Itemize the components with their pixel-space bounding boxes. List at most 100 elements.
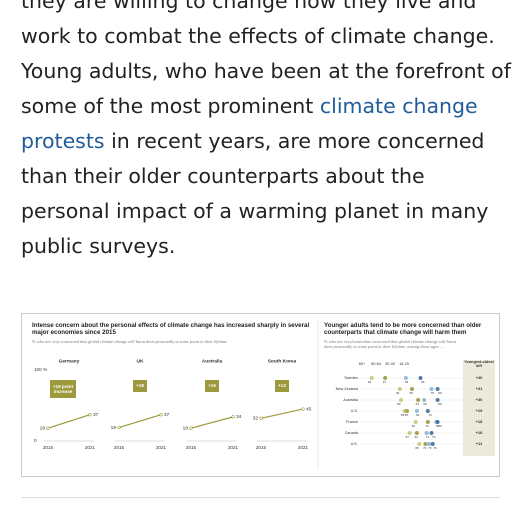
value-label: 18 [40,425,46,431]
dot [430,442,435,446]
legend-label: 65+ [359,362,366,366]
link[interactable]: protests [21,129,105,153]
trend-line [47,414,91,429]
trend-line [190,416,234,429]
value-label: 80 [438,402,442,406]
chart-subtitle-box: % who are very/somewhat concerned that g… [324,339,456,350]
diff-label: +18 [476,430,484,435]
chart-title: Younger adults tend to be more concerned… [324,322,482,337]
value-label: 69 [423,402,427,406]
dot [435,420,440,424]
diff-label: +11 [476,441,483,446]
badge [275,380,289,392]
category-label: Sweden [344,376,358,380]
panel-label: South Korea [268,358,297,364]
point [189,426,193,430]
chart-subtitle: % who are very/somewhat concerned that g… [324,339,456,350]
article: they are willing to change how they live… [21,0,516,264]
text-line: some of the most prominent climate chang… [21,89,516,124]
chart-subtitle: % who are very concerned that global cli… [32,339,228,344]
category-label: New Zealand [336,387,358,391]
dot [424,431,429,435]
point [159,413,163,417]
value-label: 79 [435,424,439,428]
trend-line [260,408,304,419]
badge-label: +13 [278,383,286,389]
value-label: 76 [433,446,437,450]
text-line: than their older counterparts about the [21,159,516,194]
x-tick-label: 2021 [228,445,239,450]
value-label: 73 [428,446,432,450]
x-tick-label: 2021 [85,445,96,450]
dot [427,442,432,446]
point [301,407,305,411]
dot [399,398,403,402]
y-tick-label: 0 [34,438,37,443]
text-line: work to combat the effects of climate ch… [21,19,516,54]
diff-label: +31 [476,386,484,391]
dot [429,431,434,435]
dot [417,442,422,446]
text: they are willing to change how they live… [21,0,477,13]
value-label: 63 [416,413,420,417]
badge-box: +13 [278,383,286,389]
badge-label: +18 [136,383,144,389]
diff-column [463,360,495,456]
text: work to combat the effects of climate ch… [21,24,495,48]
badge [50,380,76,398]
dot [409,387,414,391]
value-label: 59 [410,391,414,395]
link[interactable]: climate change [319,94,478,118]
value-label: 53 [401,413,405,417]
value-label: 72 [425,424,429,428]
dot [407,431,412,435]
category-label: U.S. [351,409,358,413]
dot [414,431,419,435]
x-tick-label: 2021 [156,445,167,450]
diff-label: +19 [476,408,484,413]
value-label: 32 [253,416,259,422]
diff-label: +30 [476,397,484,402]
x-tick-label: 2015 [114,445,125,450]
trend-line [118,414,162,429]
value-label: 70 [423,446,427,450]
point [231,415,235,419]
value-label: 54 [405,380,409,384]
dot [416,398,421,402]
value-label: 71 [426,435,430,439]
text: personal impact of a warming planet in m… [21,199,489,223]
divider [21,497,500,498]
chart-title-box: Intense concern about the personal effec… [32,322,309,336]
value-label: 75 [431,391,435,395]
value-label: 72 [428,413,432,417]
text-line: Young adults, who have been at the foref… [21,54,516,89]
x-tick-label: 2015 [186,445,197,450]
dot [435,387,440,391]
point [46,426,50,430]
dot [405,409,410,413]
text-line: personal impact of a warming planet in m… [21,194,516,229]
dot [383,376,388,380]
value-label: 64 [416,402,420,406]
chart-subtitle-box: % who are very concerned that global cli… [32,339,228,344]
text: than their older counterparts about the [21,164,425,188]
point [259,416,263,420]
dot [397,387,402,391]
value-label: 55 [405,413,409,417]
dot [425,420,430,424]
badge-label: +16 [208,383,216,389]
value-label: 57 [406,435,410,439]
dot [423,442,428,446]
badge-box: +19 point increase [53,384,73,394]
badge-box: +16 [208,383,216,389]
dot [403,376,408,380]
text-line: protests in recent years, are more conce… [21,124,516,159]
figure: Intense concern about the personal effec… [21,313,500,477]
panel-label: UK [137,358,144,364]
value-label: 18 [183,425,189,431]
value-label: 26 [368,380,372,384]
legend-label: 50-64 [371,362,381,366]
value-label: 37 [383,380,387,384]
